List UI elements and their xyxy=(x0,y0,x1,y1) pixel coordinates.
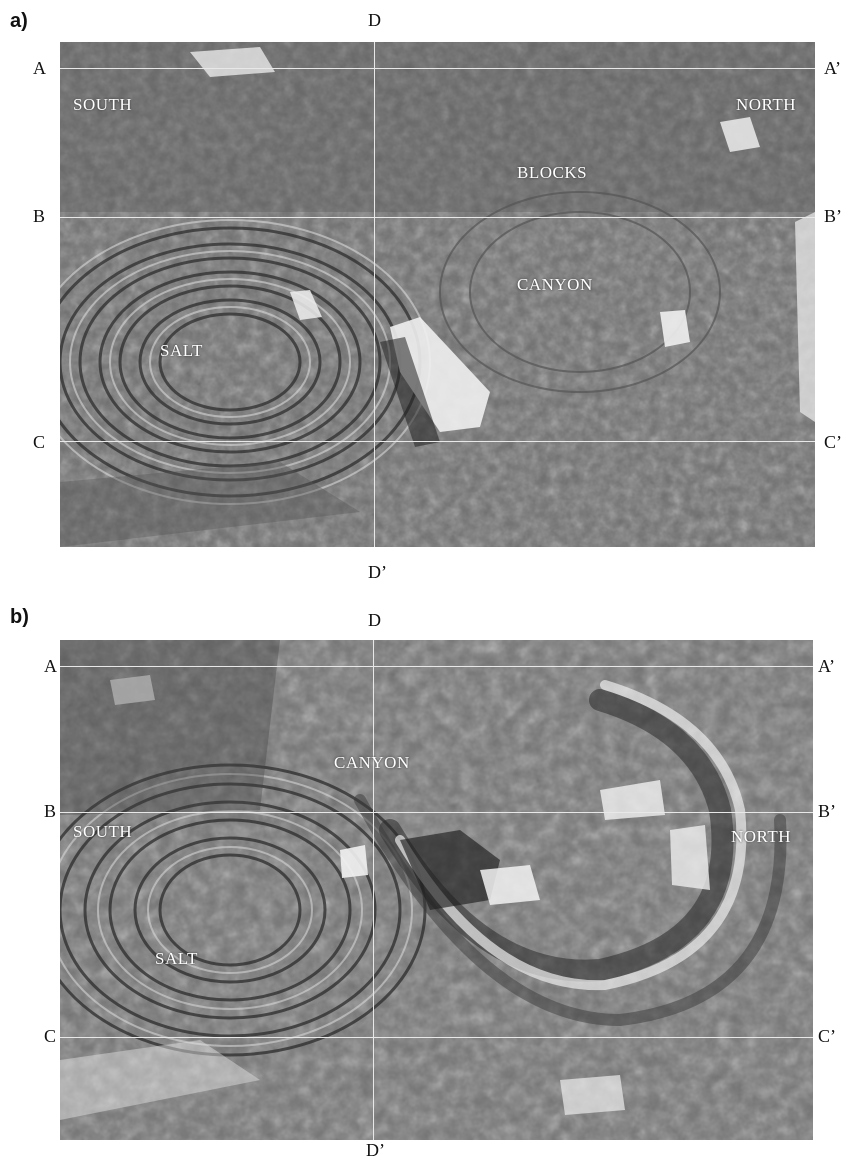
panel-b-marker-c: C xyxy=(44,1026,57,1046)
panel-b-letter: b) xyxy=(10,606,29,628)
panel-a-texture xyxy=(60,42,815,547)
panel-a-line-b xyxy=(60,217,815,218)
panel-a-marker-b: B xyxy=(33,206,46,226)
panel-b-seismic-image: CANYON SOUTH NORTH SALT xyxy=(60,640,813,1140)
panel-b-marker-b: B xyxy=(44,801,57,821)
panel-b-marker-a-prime: A’ xyxy=(818,656,835,676)
panel-a-label-blocks: BLOCKS xyxy=(517,163,588,182)
panel-a-label-north: NORTH xyxy=(736,95,797,114)
panel-a-label-salt: SALT xyxy=(160,341,203,360)
panel-b-label-canyon: CANYON xyxy=(334,753,410,772)
panel-b-label-south: SOUTH xyxy=(73,822,133,841)
panel-a-line-a xyxy=(60,68,815,69)
panel-b-marker-a: A xyxy=(44,656,57,676)
panel-b-texture xyxy=(60,640,813,1140)
panel-b-marker-b-prime: B’ xyxy=(818,801,836,821)
panel-b-line-a xyxy=(60,666,813,667)
panel-b-label-salt: SALT xyxy=(155,949,198,968)
panel-a-marker-d: D xyxy=(368,10,381,30)
panel-b-marker-d: D xyxy=(368,610,381,630)
panel-b-label-north: NORTH xyxy=(731,827,792,846)
panel-b-marker-c-prime: C’ xyxy=(818,1026,836,1046)
panel-a-line-d xyxy=(374,42,375,547)
panel-a-seismic-image: SOUTH NORTH BLOCKS CANYON SALT xyxy=(60,42,815,547)
panel-a-label-canyon: CANYON xyxy=(517,275,593,294)
panel-a-marker-c-prime: C’ xyxy=(824,432,842,452)
panel-a-marker-a-prime: A’ xyxy=(824,58,841,78)
panel-b-line-b xyxy=(60,812,813,813)
panel-b-line-c xyxy=(60,1037,813,1038)
panel-a-letter: a) xyxy=(10,10,28,32)
panel-a-marker-c: C xyxy=(33,432,46,452)
panel-a-marker-b-prime: B’ xyxy=(824,206,842,226)
panel-b-line-d xyxy=(373,640,374,1140)
panel-a-marker-a: A xyxy=(33,58,46,78)
panel-a-label-south: SOUTH xyxy=(73,95,133,114)
panel-a-line-c xyxy=(60,441,815,442)
panel-a-marker-d-prime: D’ xyxy=(368,562,387,582)
panel-b-marker-d-prime: D’ xyxy=(366,1140,385,1160)
